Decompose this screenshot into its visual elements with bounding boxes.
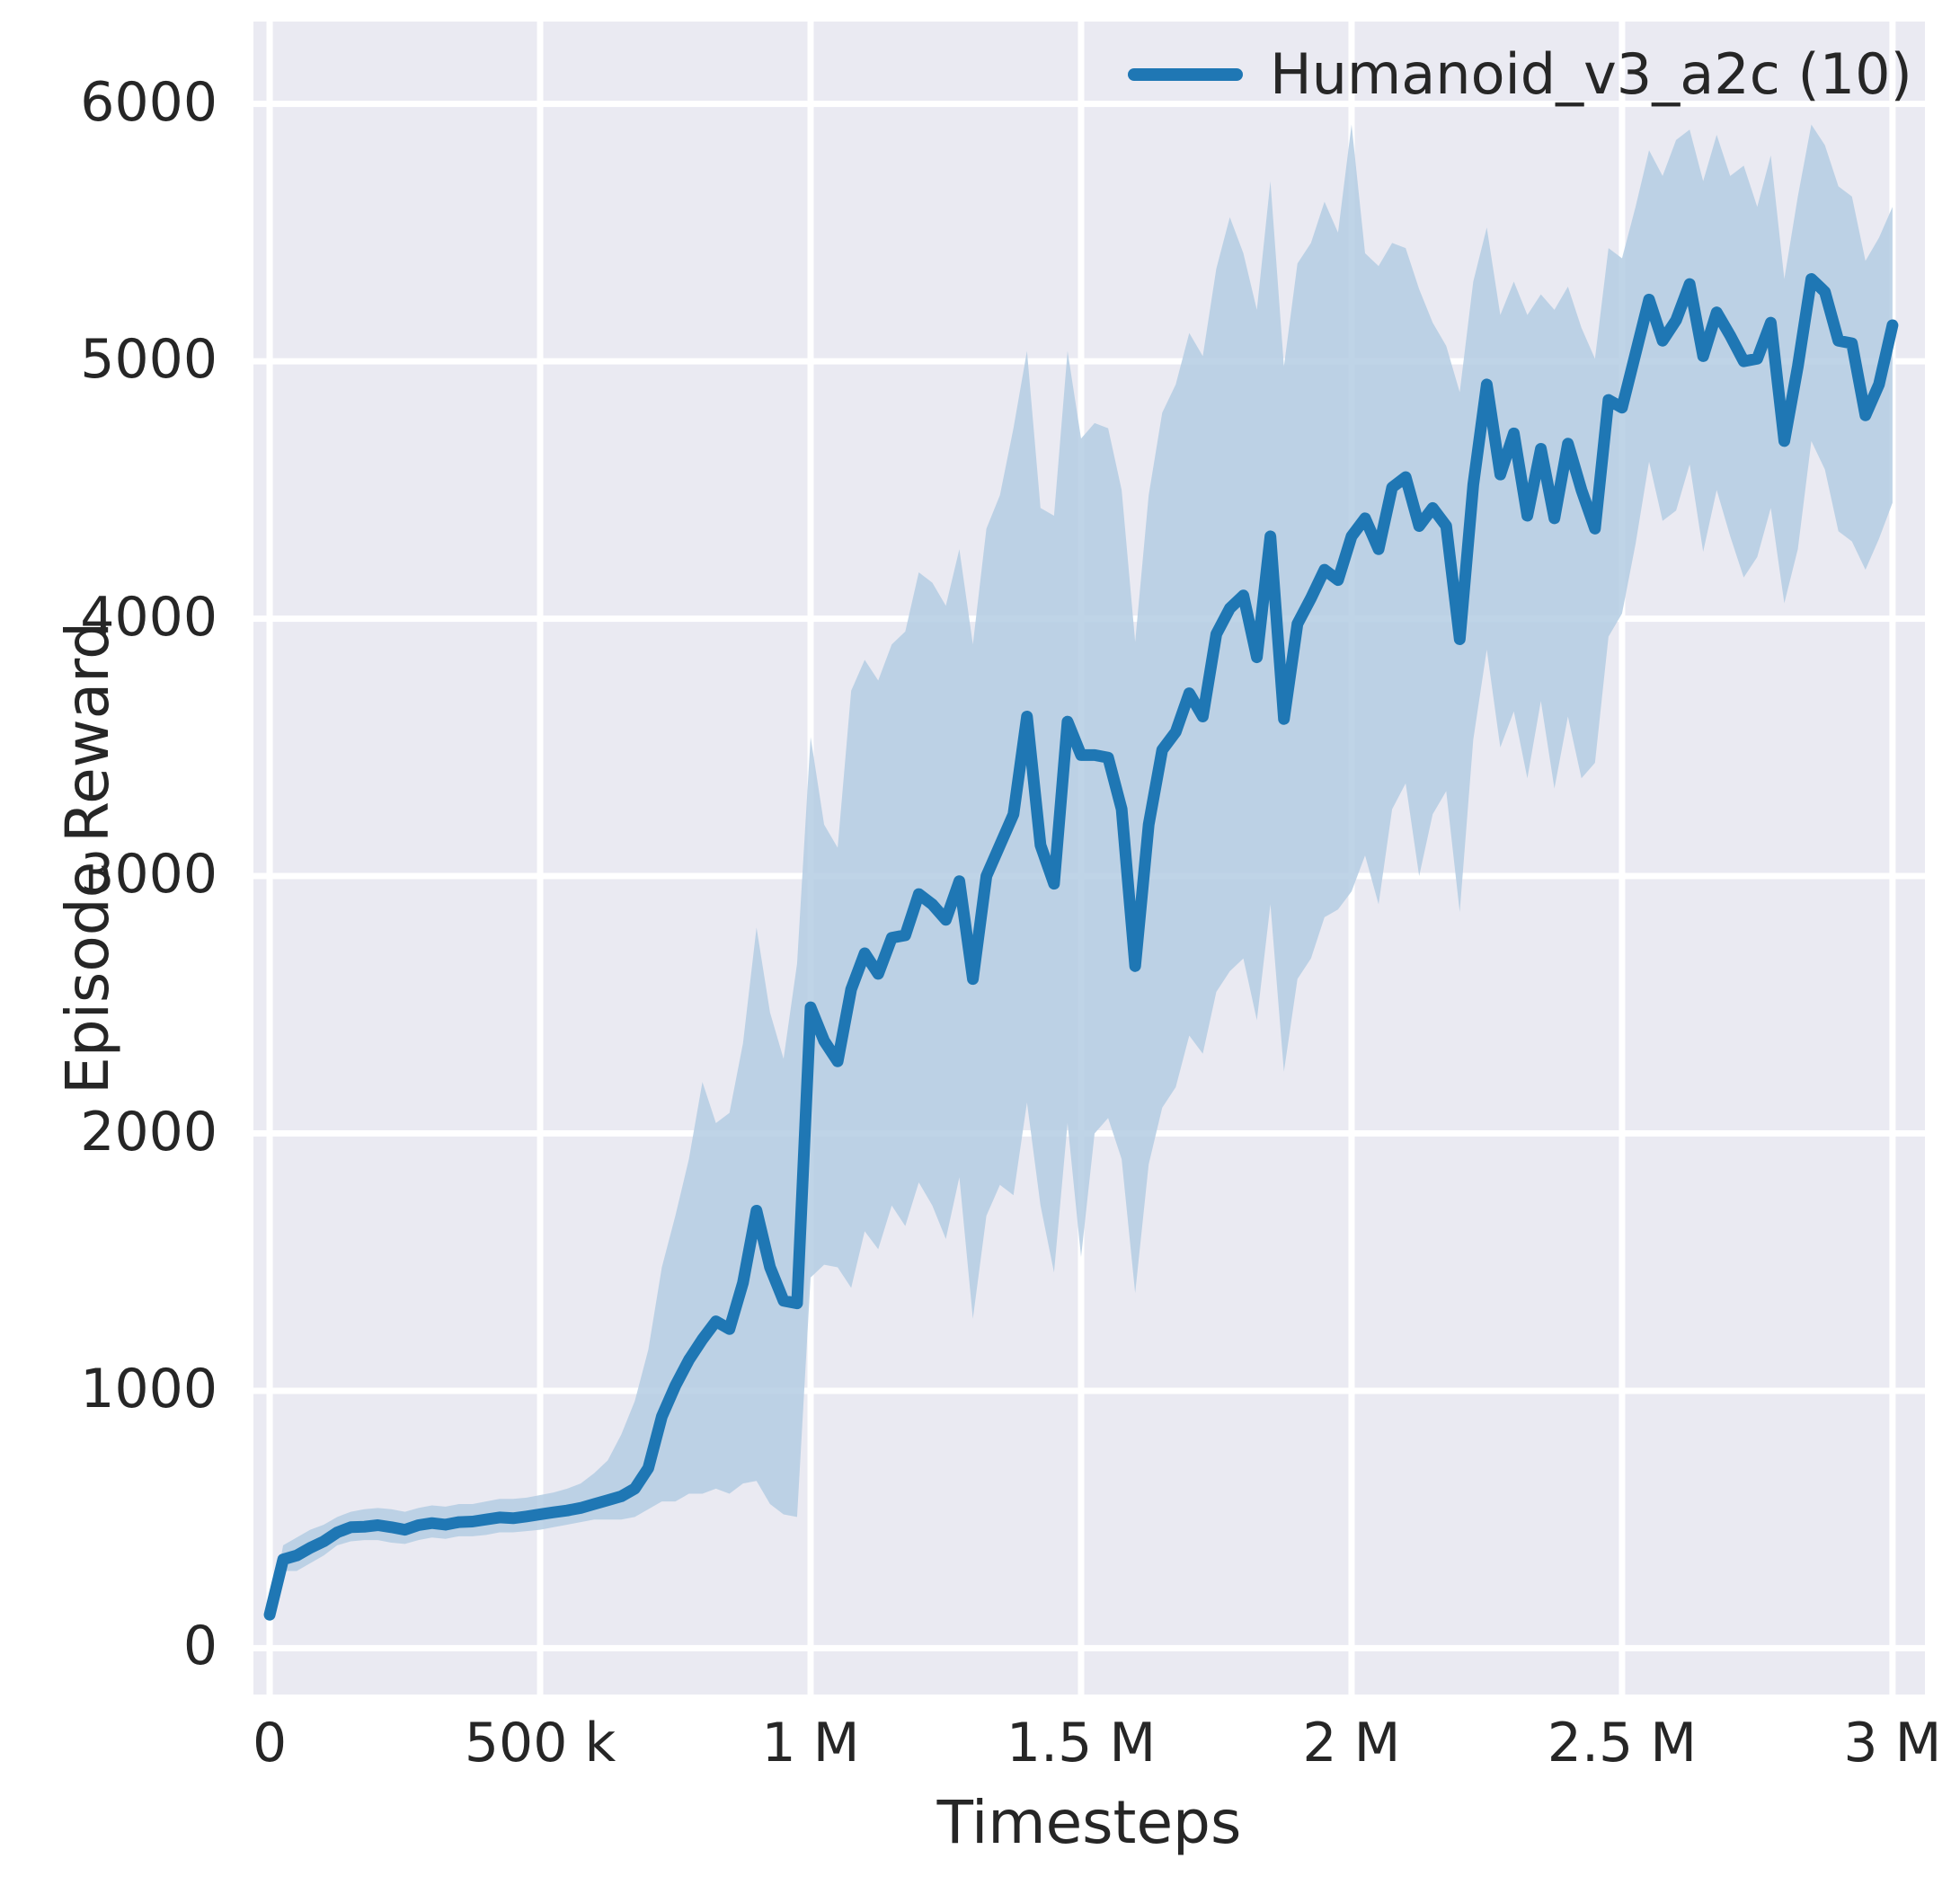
- x-tick-label: 500 k: [464, 1712, 616, 1774]
- y-tick-label: 3000: [80, 843, 217, 907]
- y-tick-label: 1000: [80, 1357, 217, 1420]
- y-tick-label: 2000: [80, 1100, 217, 1164]
- series-line-0: [270, 279, 1893, 1615]
- legend-swatch-humanoid-v3-a2c: [1128, 68, 1243, 81]
- grid-lines: [253, 22, 1925, 1695]
- x-axis-title: Timesteps: [936, 1788, 1242, 1857]
- x-tick-label: 1.5 M: [1006, 1712, 1157, 1774]
- y-tick-label: 5000: [80, 328, 217, 392]
- x-tick-label: 3 M: [1843, 1712, 1942, 1774]
- y-tick-label: 4000: [80, 585, 217, 649]
- y-tick-label: 6000: [80, 70, 217, 134]
- y-axis-title: Episode Reward: [53, 622, 122, 1094]
- confidence-band-0: [270, 124, 1893, 1615]
- legend: Humanoid_v3_a2c (10): [1128, 47, 1912, 102]
- series-layer: [253, 124, 1925, 1695]
- x-tick-label: 2 M: [1302, 1712, 1401, 1774]
- legend-label-humanoid-v3-a2c: Humanoid_v3_a2c (10): [1270, 41, 1912, 107]
- x-tick-label: 1 M: [761, 1712, 860, 1774]
- x-tick-label: 2.5 M: [1547, 1712, 1698, 1774]
- plot-area: [253, 22, 1925, 1695]
- x-tick-label: 0: [252, 1712, 288, 1774]
- y-tick-label: 0: [182, 1615, 217, 1678]
